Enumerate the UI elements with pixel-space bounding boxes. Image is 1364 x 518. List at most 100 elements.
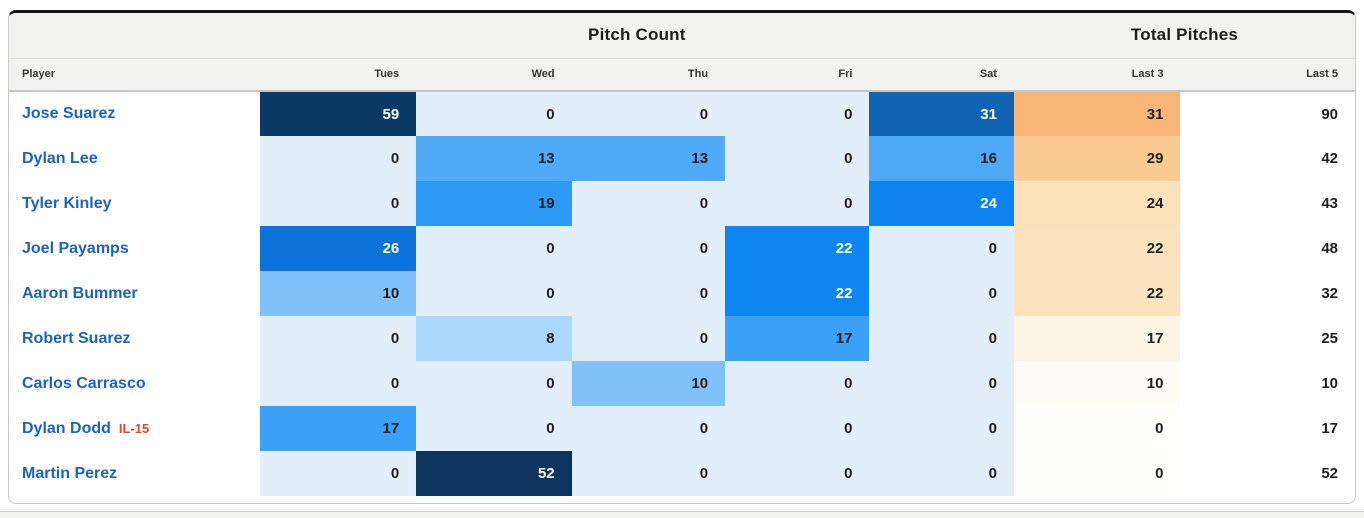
pitch-count-cell: 0 bbox=[725, 361, 870, 406]
player-name-link[interactable]: Carlos Carrasco bbox=[22, 374, 146, 392]
table-row: Carlos Carrasco 0 0 10 0 0 10 10 bbox=[9, 361, 1355, 406]
last5-total-cell: 10 bbox=[1180, 361, 1355, 406]
last5-total-cell: 48 bbox=[1180, 226, 1355, 271]
pitch-count-cell: 0 bbox=[259, 136, 417, 181]
pitch-count-cell: 26 bbox=[259, 226, 417, 271]
column-header-thu: Thu bbox=[571, 58, 726, 92]
last5-total-cell: 90 bbox=[1180, 91, 1355, 136]
pitch-count-cell: 22 bbox=[725, 271, 870, 316]
table-row: Dylan Dodd IL-15 17 0 0 0 0 0 17 bbox=[9, 406, 1355, 451]
pitch-count-cell: 0 bbox=[416, 361, 572, 406]
last5-total-cell: 32 bbox=[1180, 271, 1355, 316]
pitch-count-cell: 10 bbox=[571, 361, 726, 406]
player-cell: Joel Payamps bbox=[9, 226, 260, 271]
pitch-count-cell: 0 bbox=[571, 181, 726, 226]
group-header-row: Pitch Count Total Pitches bbox=[9, 13, 1355, 59]
player-cell: Aaron Bummer bbox=[9, 271, 260, 316]
pitch-count-cell: 19 bbox=[416, 181, 572, 226]
pitch-count-cell: 0 bbox=[571, 226, 726, 271]
pitch-count-cell: 0 bbox=[416, 226, 572, 271]
table-row: Robert Suarez 0 8 0 17 0 17 25 bbox=[9, 316, 1355, 361]
column-header-last3: Last 3 bbox=[1013, 58, 1181, 92]
player-cell: Robert Suarez bbox=[9, 316, 260, 361]
pitch-count-cell: 0 bbox=[869, 316, 1014, 361]
column-header-row: Player Tues Wed Thu Fri Sat Last 3 Last … bbox=[9, 58, 1355, 92]
column-header-sat: Sat bbox=[869, 58, 1014, 92]
player-cell: Tyler Kinley bbox=[9, 181, 260, 226]
pitch-count-cell: 0 bbox=[869, 406, 1014, 451]
last3-total-cell: 22 bbox=[1013, 271, 1181, 316]
pitch-count-cell: 8 bbox=[416, 316, 572, 361]
pitch-count-cell: 17 bbox=[725, 316, 870, 361]
player-cell: Dylan Dodd IL-15 bbox=[9, 406, 260, 451]
pitch-count-cell: 0 bbox=[869, 226, 1014, 271]
column-header-fri: Fri bbox=[725, 58, 870, 92]
last3-total-cell: 10 bbox=[1013, 361, 1181, 406]
pitch-count-cell: 10 bbox=[259, 271, 417, 316]
pitch-count-cell: 22 bbox=[725, 226, 870, 271]
group-header-pitch-count: Pitch Count bbox=[259, 13, 1014, 59]
table-row: Martin Perez 0 52 0 0 0 0 52 bbox=[9, 451, 1355, 496]
last3-total-cell: 24 bbox=[1013, 181, 1181, 226]
pitch-count-cell: 13 bbox=[416, 136, 572, 181]
player-cell: Jose Suarez bbox=[9, 91, 260, 136]
group-header-spacer bbox=[9, 13, 260, 59]
pitch-count-cell: 24 bbox=[869, 181, 1014, 226]
last3-total-cell: 0 bbox=[1013, 451, 1181, 496]
last3-total-cell: 17 bbox=[1013, 316, 1181, 361]
last3-total-cell: 31 bbox=[1013, 91, 1181, 136]
table-body: Jose Suarez 59 0 0 0 31 31 90 Dylan Lee 0 13 13 0 16 2… bbox=[9, 91, 1355, 496]
player-cell: Martin Perez bbox=[9, 451, 260, 496]
last3-total-cell: 22 bbox=[1013, 226, 1181, 271]
column-header-wed: Wed bbox=[416, 58, 572, 92]
pitch-count-card: Pitch Count Total Pitches Player Tues We… bbox=[8, 10, 1356, 504]
pitch-count-cell: 0 bbox=[571, 91, 726, 136]
pitch-count-cell: 0 bbox=[725, 91, 870, 136]
last5-total-cell: 17 bbox=[1180, 406, 1355, 451]
table-row: Tyler Kinley 0 19 0 0 24 24 43 bbox=[9, 181, 1355, 226]
table-row: Dylan Lee 0 13 13 0 16 29 42 bbox=[9, 136, 1355, 181]
player-name-link[interactable]: Dylan Dodd bbox=[22, 419, 111, 437]
table-row: Aaron Bummer 10 0 0 22 0 22 32 bbox=[9, 271, 1355, 316]
pitch-count-cell: 13 bbox=[571, 136, 726, 181]
table-row: Joel Payamps 26 0 0 22 0 22 48 bbox=[9, 226, 1355, 271]
player-name-link[interactable]: Aaron Bummer bbox=[22, 284, 138, 302]
pitch-count-cell: 0 bbox=[416, 271, 572, 316]
last5-total-cell: 43 bbox=[1180, 181, 1355, 226]
player-name-link[interactable]: Robert Suarez bbox=[22, 329, 131, 347]
player-cell: Carlos Carrasco bbox=[9, 361, 260, 406]
player-name-link[interactable]: Tyler Kinley bbox=[22, 194, 112, 212]
pitch-count-table: Pitch Count Total Pitches Player Tues We… bbox=[9, 13, 1355, 496]
pitch-count-cell: 0 bbox=[869, 271, 1014, 316]
column-header-last5: Last 5 bbox=[1180, 58, 1355, 92]
pitch-count-cell: 0 bbox=[416, 91, 572, 136]
player-name-link[interactable]: Dylan Lee bbox=[22, 149, 98, 167]
pitch-count-cell: 0 bbox=[259, 181, 417, 226]
pitch-count-cell: 0 bbox=[571, 451, 726, 496]
last3-total-cell: 29 bbox=[1013, 136, 1181, 181]
pitch-count-cell: 0 bbox=[571, 316, 726, 361]
pitch-count-cell: 17 bbox=[259, 406, 417, 451]
last5-total-cell: 52 bbox=[1180, 451, 1355, 496]
pitch-count-cell: 0 bbox=[571, 406, 726, 451]
group-header-total-pitches: Total Pitches bbox=[1013, 13, 1355, 59]
pitch-count-cell: 16 bbox=[869, 136, 1014, 181]
pitch-count-cell: 0 bbox=[416, 406, 572, 451]
column-header-player: Player bbox=[9, 58, 260, 92]
last5-total-cell: 42 bbox=[1180, 136, 1355, 181]
player-name-link[interactable]: Joel Payamps bbox=[22, 239, 129, 257]
table-row: Jose Suarez 59 0 0 0 31 31 90 bbox=[9, 91, 1355, 136]
pitch-count-cell: 0 bbox=[725, 451, 870, 496]
pitch-count-cell: 0 bbox=[869, 451, 1014, 496]
player-name-link[interactable]: Jose Suarez bbox=[22, 105, 116, 122]
pitch-count-cell: 0 bbox=[571, 271, 726, 316]
column-header-tues: Tues bbox=[259, 58, 417, 92]
next-card-edge bbox=[0, 511, 1364, 518]
pitch-count-cell: 0 bbox=[259, 451, 417, 496]
pitch-count-cell: 0 bbox=[725, 181, 870, 226]
pitch-count-cell: 52 bbox=[416, 451, 572, 496]
pitch-count-cell: 59 bbox=[259, 91, 417, 136]
player-cell: Dylan Lee bbox=[9, 136, 260, 181]
pitch-count-cell: 31 bbox=[869, 91, 1014, 136]
player-name-link[interactable]: Martin Perez bbox=[22, 464, 118, 482]
